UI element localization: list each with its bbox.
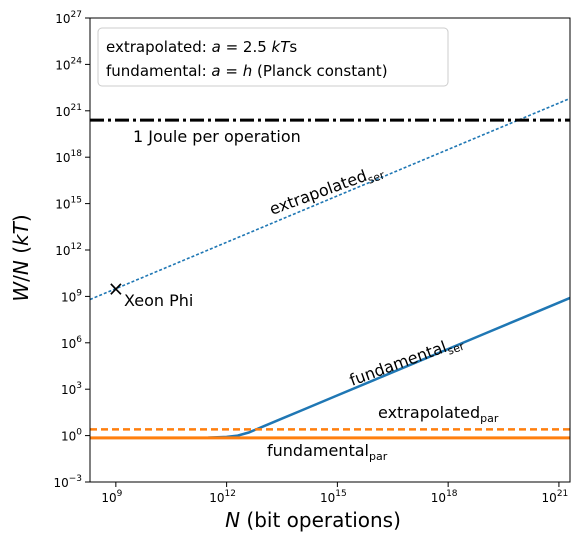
y-tick-label: 109	[61, 288, 82, 304]
legend-var: h	[243, 62, 253, 80]
y-tick-label: 1021	[55, 103, 82, 119]
legend-var: kT	[272, 38, 292, 56]
legend-line-extrapolated: extrapolated: a = 2.5 kTs	[106, 38, 297, 56]
series-label-fundamental-ser: fundamentalser	[347, 331, 467, 393]
x-tick-label: 1012	[209, 489, 236, 505]
legend-var: a	[211, 62, 220, 80]
series-label-sub: ser	[366, 168, 387, 186]
x-tick-label: 1021	[542, 489, 569, 505]
y-axis-title-paren: (	[9, 246, 33, 260]
x-tick-label: 1015	[320, 489, 347, 505]
series-label-sub: par	[369, 450, 388, 463]
y-tick-label: 100	[61, 428, 82, 444]
legend-line-fundamental: fundamental: a = h (Planck constant)	[106, 62, 388, 80]
y-tick-label: 103	[61, 381, 82, 397]
legend-text: (Planck constant)	[252, 62, 387, 80]
legend-box	[97, 27, 449, 87]
x-axis-title-var: N	[225, 508, 240, 532]
x-tick-label: 109	[101, 489, 122, 505]
series-label-main: extrapolated	[378, 403, 480, 422]
series-label-fundamental-par: fundamentalpar	[267, 441, 388, 463]
series-label-extrapolated-par: extrapolatedpar	[378, 403, 499, 425]
legend-text: extrapolated:	[106, 38, 212, 56]
y-axis-title-var: kT	[9, 220, 33, 246]
y-tick-label: 1015	[55, 196, 82, 212]
y-tick-label: 1024	[55, 56, 82, 72]
y-axis-title-slash: /	[9, 275, 33, 282]
series-label-main: fundamental	[267, 441, 369, 460]
y-tick-label: 1027	[55, 10, 82, 26]
y-tick-label: 1012	[55, 242, 82, 258]
y-axis-title-var: W	[9, 281, 33, 302]
x-axis: 109 1012 1015 1018 1021	[101, 482, 568, 505]
series-layer	[89, 97, 571, 440]
x-axis-title-rest: (bit operations)	[240, 508, 401, 532]
y-axis-title: W/N (kT)	[9, 214, 33, 301]
series-label-extrapolated-ser: extrapolatedser	[267, 160, 387, 222]
series-label-sub: par	[480, 412, 499, 425]
xeon-phi-marker: ×	[107, 277, 124, 301]
joule-annotation: 1 Joule per operation	[133, 127, 301, 146]
xeon-phi-label: Xeon Phi	[124, 291, 193, 310]
legend: extrapolated: a = 2.5 kTs fundamental: a…	[97, 27, 449, 87]
x-tick-label: 1018	[431, 489, 458, 505]
y-tick-label: 10−3	[53, 474, 82, 490]
y-axis-title-var: N	[9, 260, 33, 275]
y-axis-title-paren: )	[9, 214, 33, 222]
y-tick-label: 1018	[55, 149, 82, 165]
legend-text: s	[289, 38, 297, 56]
legend-text: = 2.5	[221, 38, 272, 56]
series-label-main: fundamental	[347, 337, 449, 390]
series-label-sub: ser	[446, 340, 467, 358]
legend-text: =	[221, 62, 243, 80]
marks-layer: ×	[107, 277, 124, 301]
y-axis: 10−3 100 103 106 109 1012 1015 1018 1021 1024 1027	[53, 10, 90, 490]
y-tick-label: 106	[61, 335, 82, 351]
series-line-extrapolated-ser	[89, 97, 571, 301]
legend-var: a	[212, 38, 221, 56]
series-label-main: extrapolated	[267, 166, 369, 219]
legend-text: fundamental:	[106, 62, 211, 80]
x-axis-title: N (bit operations)	[225, 508, 401, 532]
